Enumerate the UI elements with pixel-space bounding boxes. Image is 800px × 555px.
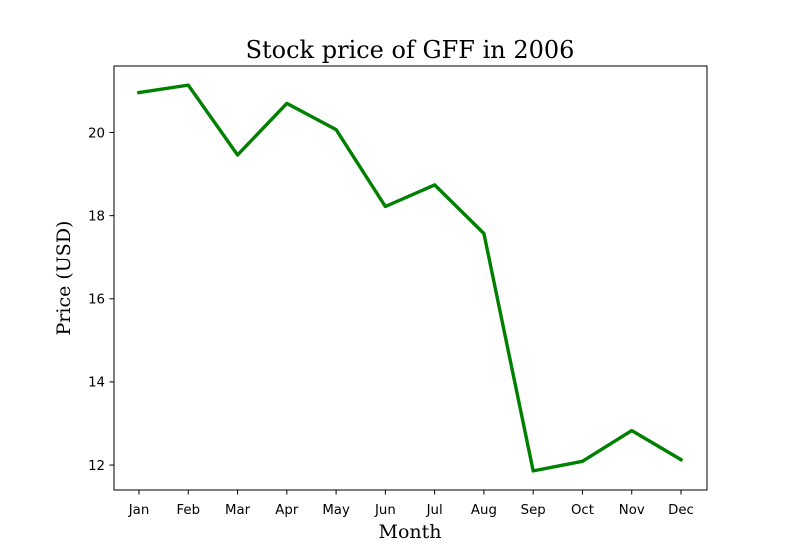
x-tick-label: Apr bbox=[275, 503, 299, 518]
x-axis-label: Month bbox=[378, 521, 441, 543]
x-tick-label: Mar bbox=[225, 503, 251, 518]
axis-ticks: Jan Feb Mar Apr May Jun Jul Aug Sep Oct Nov Dec 12 14… bbox=[88, 126, 694, 518]
x-tick-label: Jul bbox=[426, 503, 443, 518]
chart-title: Stock price of GFF in 2006 bbox=[246, 36, 575, 64]
series-layer bbox=[137, 83, 684, 473]
plot-frame bbox=[113, 65, 708, 491]
y-axis-label: Price (USD) bbox=[53, 221, 75, 336]
x-tick-label: Aug bbox=[471, 503, 497, 518]
y-tick-label: 14 bbox=[88, 376, 105, 391]
x-tick-label: Jun bbox=[374, 503, 396, 518]
x-tick-label: Dec bbox=[668, 503, 694, 518]
x-tick-label: Nov bbox=[619, 503, 645, 518]
y-tick-label: 20 bbox=[88, 126, 105, 141]
y-tick-label: 12 bbox=[88, 459, 105, 474]
x-tick-label: Sep bbox=[521, 503, 546, 518]
x-tick-label: Feb bbox=[176, 503, 200, 518]
x-tick-label: May bbox=[322, 503, 350, 518]
x-tick-label: Oct bbox=[571, 503, 594, 518]
series-line bbox=[137, 83, 684, 473]
y-tick-label: 16 bbox=[88, 293, 105, 308]
x-tick-label: Jan bbox=[128, 503, 150, 518]
y-tick-label: 18 bbox=[88, 209, 105, 224]
